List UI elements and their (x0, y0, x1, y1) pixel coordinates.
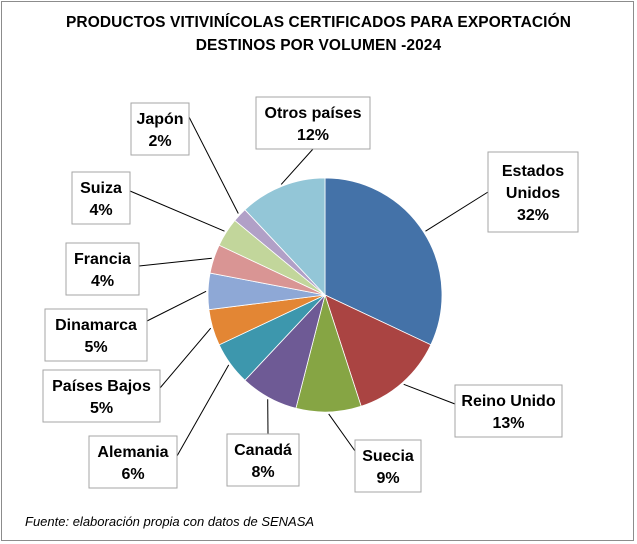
slice-category-label: Unidos (506, 185, 560, 202)
label-box (354, 439, 422, 493)
chart-title: PRODUCTOS VITIVINÍCOLAS CERTIFICADOS PAR… (65, 14, 572, 31)
slice-label-dinamarca: Dinamarca 5% (44, 308, 148, 362)
slice-labels: Estados Unidos 32% Reino Unido 13% Suecia 9% Ca… (42, 96, 579, 493)
slice-label-alemania: Alemania 6% (88, 435, 178, 489)
leader-line-reino-unido (403, 383, 456, 405)
leader-line-francia (138, 257, 212, 267)
slice-category-label: Dinamarca (55, 317, 137, 334)
label-box (44, 308, 148, 362)
leader-line-dinamarca (146, 290, 207, 322)
pie-slice-reino-unido (324, 294, 432, 407)
leader-line-paises-bajos (159, 327, 212, 389)
slice-value-label: 8% (251, 464, 274, 481)
slice-value-label: 32% (517, 207, 549, 224)
slice-label-reino-unido: Reino Unido 13% (454, 384, 563, 438)
label-box (42, 369, 161, 423)
leader-line-suiza (129, 190, 225, 232)
slice-category-label: Suiza (80, 180, 122, 197)
slice-label-paises-bajos: Países Bajos 5% (42, 369, 161, 423)
label-box (226, 433, 300, 487)
leader-lines (129, 116, 489, 459)
leader-line-japon (188, 116, 239, 214)
slice-category-label: Reino Unido (461, 393, 555, 410)
slice-label-francia: Francia 4% (65, 242, 140, 296)
slice-value-label: 2% (148, 133, 171, 150)
leader-line-alemania (176, 364, 230, 457)
slice-value-label: 9% (376, 470, 399, 487)
slice-value-label: 5% (84, 339, 107, 356)
label-box (487, 151, 579, 233)
slice-category-label: Países Bajos (52, 378, 151, 395)
chart-subtitle: DESTINOS POR VOLUMEN -2024 (195, 37, 442, 54)
label-box (65, 242, 140, 296)
slice-category-label: Alemania (97, 444, 168, 461)
slice-value-label: 5% (90, 400, 113, 417)
label-box (454, 384, 563, 438)
pie-slice-otros-paises (244, 177, 326, 297)
slice-category-label: Japón (136, 111, 183, 128)
slice-label-canada: Canadá 8% (226, 433, 300, 487)
slice-label-otros-paises: Otros países 12% (255, 96, 371, 150)
pie-wedges (207, 177, 443, 413)
slice-label-estados-unidos: Estados Unidos 32% (487, 151, 579, 233)
slice-value-label: 4% (89, 202, 112, 219)
leader-line-otros-paises (280, 148, 314, 185)
label-box (130, 102, 190, 156)
label-box (255, 96, 371, 150)
slice-value-label: 12% (297, 127, 329, 144)
slice-category-label: Francia (74, 251, 131, 268)
source-note: Fuente: elaboración propia con datos de … (25, 514, 315, 529)
slice-value-label: 4% (91, 273, 114, 290)
slice-label-suecia: Suecia 9% (354, 439, 422, 493)
slice-value-label: 13% (492, 415, 524, 432)
label-box (71, 171, 131, 225)
slice-category-label: Estados (502, 163, 564, 180)
slice-category-label: Otros países (265, 105, 362, 122)
slice-label-suiza: Suiza 4% (71, 171, 131, 225)
leader-line-estados-unidos (425, 191, 489, 232)
slice-category-label: Suecia (362, 448, 414, 465)
pie-slice-estados-unidos (324, 177, 443, 346)
slice-label-japon: Japón 2% (130, 102, 190, 156)
slice-value-label: 6% (121, 466, 144, 483)
label-box (88, 435, 178, 489)
slice-category-label: Canadá (234, 442, 292, 459)
